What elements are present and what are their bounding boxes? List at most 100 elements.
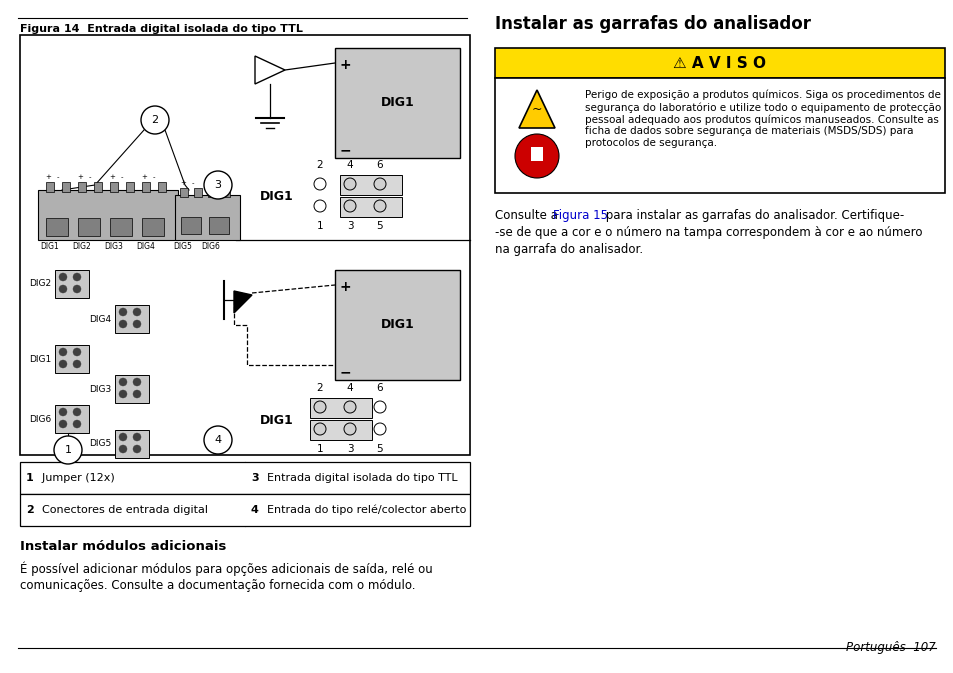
Circle shape	[73, 273, 81, 281]
Circle shape	[374, 178, 386, 190]
Text: 3: 3	[214, 180, 221, 190]
Text: Português  107: Português 107	[845, 641, 935, 654]
Bar	[193, 188, 202, 197]
Text: DIG1: DIG1	[29, 355, 51, 363]
Text: Entrada do tipo relé/colector aberto: Entrada do tipo relé/colector aberto	[260, 505, 466, 516]
Bar	[335, 270, 459, 380]
Text: -: -	[89, 174, 91, 180]
Bar	[339, 197, 401, 217]
Bar	[115, 375, 149, 403]
Text: 1: 1	[316, 444, 323, 454]
Circle shape	[314, 200, 326, 212]
Text: 6: 6	[376, 160, 383, 170]
Bar	[20, 494, 470, 526]
Circle shape	[119, 390, 127, 398]
Text: +: +	[109, 174, 114, 180]
Bar	[126, 182, 133, 192]
Circle shape	[54, 436, 82, 464]
Text: 2: 2	[26, 505, 33, 515]
Circle shape	[119, 320, 127, 328]
Text: DIG5: DIG5	[173, 242, 193, 251]
Circle shape	[515, 134, 558, 178]
Text: 4: 4	[251, 505, 258, 515]
Polygon shape	[233, 291, 252, 313]
Bar	[335, 48, 459, 158]
Circle shape	[132, 320, 141, 328]
Bar	[181, 217, 201, 234]
Circle shape	[119, 445, 127, 453]
Circle shape	[314, 178, 326, 190]
Bar	[495, 48, 944, 78]
Text: 4: 4	[346, 160, 353, 170]
Text: 3: 3	[251, 473, 258, 483]
Text: DIG1: DIG1	[260, 413, 294, 427]
Text: −: −	[339, 143, 352, 157]
Text: DIG5: DIG5	[89, 439, 111, 448]
Text: DIG1: DIG1	[380, 318, 414, 332]
Text: Consulte a: Consulte a	[495, 209, 561, 222]
Circle shape	[344, 401, 355, 413]
Bar	[110, 218, 132, 236]
Circle shape	[59, 273, 67, 281]
Text: Entrada digital isolada do tipo TTL: Entrada digital isolada do tipo TTL	[260, 473, 457, 483]
Bar	[115, 430, 149, 458]
Text: 6: 6	[376, 383, 383, 393]
Bar	[310, 398, 372, 418]
Circle shape	[59, 420, 67, 428]
Bar	[20, 35, 470, 455]
Circle shape	[344, 200, 355, 212]
Circle shape	[119, 378, 127, 386]
Bar	[142, 182, 150, 192]
Text: +: +	[77, 174, 83, 180]
Text: −: −	[339, 365, 352, 379]
Bar	[62, 182, 70, 192]
Circle shape	[73, 420, 81, 428]
Text: +: +	[180, 180, 186, 186]
Text: DIG1: DIG1	[41, 242, 59, 251]
Circle shape	[204, 171, 232, 199]
Text: DIG3: DIG3	[89, 384, 111, 394]
Bar	[38, 190, 178, 240]
Text: Instalar módulos adicionais: Instalar módulos adicionais	[20, 540, 226, 553]
Circle shape	[119, 433, 127, 441]
Bar	[78, 218, 100, 236]
Text: +: +	[141, 174, 147, 180]
Text: -: -	[219, 180, 222, 186]
Bar	[339, 175, 401, 195]
Bar	[310, 420, 372, 440]
Text: DIG1: DIG1	[260, 190, 294, 203]
Bar	[55, 270, 89, 298]
Circle shape	[132, 445, 141, 453]
Text: DIG4: DIG4	[136, 242, 155, 251]
Text: DIG2: DIG2	[29, 279, 51, 289]
Text: -: -	[192, 180, 194, 186]
Text: 5: 5	[376, 444, 383, 454]
Text: Conectores de entrada digital: Conectores de entrada digital	[35, 505, 208, 515]
Text: 3: 3	[346, 221, 353, 231]
Circle shape	[73, 360, 81, 368]
Text: Perigo de exposição a produtos químicos. Siga os procedimentos de
segurança do l: Perigo de exposição a produtos químicos.…	[584, 90, 941, 148]
Circle shape	[344, 178, 355, 190]
Text: 2: 2	[316, 383, 323, 393]
Circle shape	[73, 408, 81, 416]
Text: DIG1: DIG1	[380, 96, 414, 110]
Circle shape	[141, 106, 169, 134]
Text: 2: 2	[316, 160, 323, 170]
Text: DIG4: DIG4	[89, 314, 111, 324]
Circle shape	[132, 390, 141, 398]
Circle shape	[59, 360, 67, 368]
Text: -: -	[152, 174, 155, 180]
Bar	[46, 218, 68, 236]
Text: É possível adicionar módulos para opções adicionais de saída, relé ou
comunicaçõ: É possível adicionar módulos para opções…	[20, 562, 433, 592]
Bar	[495, 78, 944, 193]
Text: Figura 14  Entrada digital isolada do tipo TTL: Figura 14 Entrada digital isolada do tip…	[20, 24, 302, 34]
Text: -: -	[121, 174, 123, 180]
Text: 3: 3	[346, 444, 353, 454]
Text: DIG2: DIG2	[72, 242, 91, 251]
Bar	[142, 218, 164, 236]
Text: Instalar as garrafas do analisador: Instalar as garrafas do analisador	[495, 15, 810, 33]
Bar	[78, 182, 86, 192]
Bar	[208, 188, 215, 197]
Circle shape	[314, 423, 326, 435]
Text: 5: 5	[376, 221, 383, 231]
